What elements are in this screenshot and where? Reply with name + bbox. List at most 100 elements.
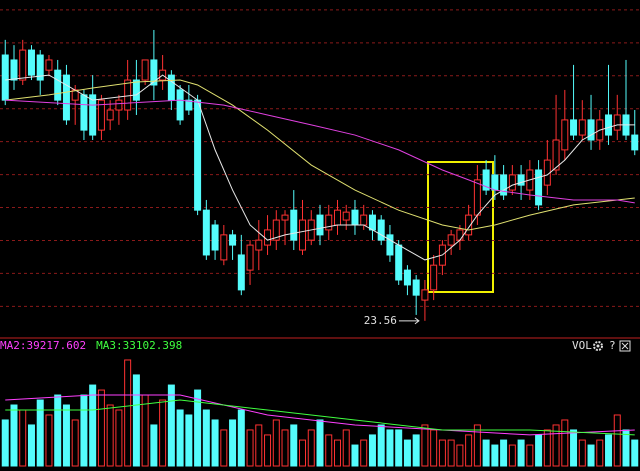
volume-bar	[80, 394, 88, 467]
candle-body	[1, 54, 9, 101]
volume-bar	[237, 409, 245, 467]
volume-bar	[141, 394, 149, 467]
volume-bar	[185, 414, 193, 467]
candle-body	[482, 169, 490, 191]
volume-bar	[10, 404, 18, 467]
volume-bar	[246, 429, 254, 467]
close-icon[interactable]	[619, 340, 631, 352]
volume-bar	[622, 429, 630, 467]
volume-bar	[465, 434, 473, 467]
volume-bar	[421, 424, 429, 467]
candle-body	[115, 99, 123, 111]
volume-bar	[570, 429, 578, 467]
volume-bar	[613, 414, 621, 467]
candle-body	[194, 99, 202, 211]
candle-body	[299, 219, 307, 251]
candle-body	[430, 264, 438, 291]
candle-body	[150, 59, 158, 86]
candle-body	[578, 119, 586, 136]
volume-bar	[202, 409, 210, 467]
volume-bar	[552, 424, 560, 467]
volume-bar	[220, 429, 228, 467]
candle-body	[246, 244, 254, 271]
volume-bar	[605, 434, 613, 467]
volume-bar	[89, 384, 97, 467]
volume-bar	[307, 429, 315, 467]
volume-bar	[508, 444, 516, 467]
volume-bar	[150, 424, 158, 467]
candle-body	[412, 279, 420, 296]
volume-bar	[386, 429, 394, 467]
volume-bar	[535, 434, 543, 467]
volume-average-line	[5, 399, 635, 436]
annotation-arrow	[398, 317, 420, 325]
volume-bar	[325, 434, 333, 467]
candle-body	[211, 224, 219, 251]
candle-body	[447, 234, 455, 246]
moving-average-line	[5, 99, 635, 204]
volume-bar	[115, 409, 123, 467]
candle-body	[185, 99, 193, 111]
candle-body	[508, 174, 516, 191]
volume-bar	[45, 414, 53, 467]
volume-bar	[473, 424, 481, 467]
candle-body	[342, 211, 350, 221]
candle-body	[264, 229, 272, 246]
highlight-box	[427, 161, 494, 293]
candle-body	[62, 74, 70, 121]
legend-entry: MA3:33102.398	[96, 339, 182, 352]
volume-bar	[176, 409, 184, 467]
volume-bar	[229, 419, 237, 467]
candle-body	[255, 239, 263, 251]
candle-body	[316, 214, 324, 236]
volume-bar	[19, 409, 27, 467]
help-icon[interactable]: ?	[609, 339, 616, 352]
volume-bar	[342, 429, 350, 467]
volume-bar	[596, 439, 604, 467]
candle-body	[124, 79, 132, 111]
legend-entry: MA2:39217.602	[0, 339, 86, 352]
volume-bar	[333, 439, 341, 467]
candle-body	[229, 234, 237, 246]
candle-body	[27, 49, 35, 76]
volume-bar	[578, 439, 586, 467]
volume-bar	[264, 434, 272, 467]
candle-body	[517, 174, 525, 186]
volume-bar	[351, 444, 359, 467]
settings-icon[interactable]	[593, 341, 603, 351]
volume-bar	[368, 434, 376, 467]
volume-bar	[438, 439, 446, 467]
volume-bar	[517, 439, 525, 467]
volume-bar	[159, 399, 167, 467]
candle-body	[290, 209, 298, 241]
candle-body	[570, 119, 578, 136]
volume-bar	[447, 439, 455, 467]
volume-bar	[36, 399, 44, 467]
volume-bar	[482, 439, 490, 467]
volume-bar	[631, 439, 639, 467]
volume-bar	[403, 439, 411, 467]
candle-body	[333, 209, 341, 226]
volume-bar	[543, 429, 551, 467]
volume-bar	[360, 439, 368, 467]
volume-bar	[106, 404, 114, 467]
candle-body	[106, 109, 114, 121]
candle-body	[421, 289, 429, 301]
candle-body	[325, 214, 333, 231]
volume-bar	[500, 439, 508, 467]
candle-body	[535, 169, 543, 206]
candle-body	[386, 234, 394, 256]
volume-bar	[62, 404, 70, 467]
candle-body	[403, 269, 411, 286]
candle-body	[272, 219, 280, 241]
candle-body	[360, 214, 368, 226]
volume-bar	[132, 374, 140, 467]
candle-body	[395, 244, 403, 281]
candle-body	[167, 74, 175, 101]
volume-bar	[395, 429, 403, 467]
volume-bar	[54, 394, 62, 467]
volume-bar	[97, 389, 105, 467]
volume-bar	[272, 419, 280, 467]
candle-body	[377, 219, 385, 241]
